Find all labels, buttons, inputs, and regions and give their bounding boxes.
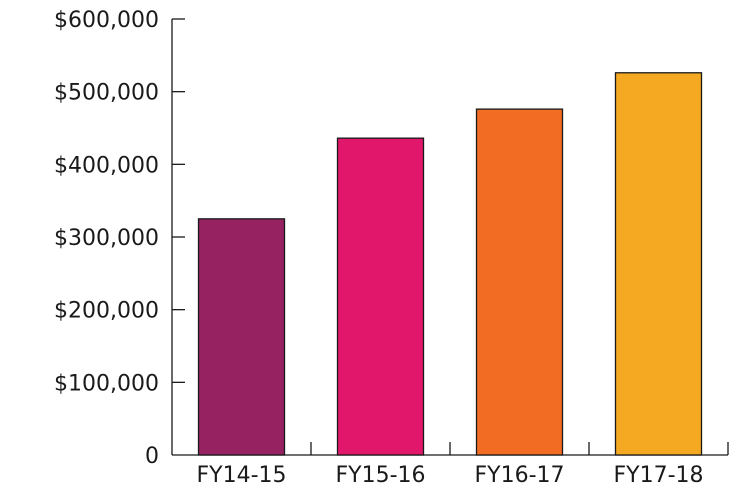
y-tick-label: $500,000 — [54, 81, 159, 106]
y-tick-label: $300,000 — [54, 226, 159, 251]
x-tick-label: FY14-15 — [196, 463, 286, 488]
x-tick-label: FY16-17 — [474, 463, 564, 488]
bar-fy17-18 — [614, 72, 703, 456]
y-axis: 0 $100,000 $200,000 $300,000 $400,000 $500,00… — [54, 8, 185, 469]
x-axis: FY14-15 FY15-16 FY16-17 FY17-18 — [172, 442, 729, 488]
bar-fy16-17 — [475, 108, 564, 456]
x-tick-label: FY15-16 — [335, 463, 425, 488]
bars — [197, 72, 703, 456]
y-tick-label: $200,000 — [54, 299, 159, 324]
y-tick-label: $400,000 — [54, 153, 159, 178]
bar-fy14-15 — [197, 218, 286, 456]
y-tick-label: $600,000 — [54, 8, 159, 33]
bar-fy15-16 — [336, 137, 425, 456]
y-tick-label: $100,000 — [54, 371, 159, 396]
y-tick-label: 0 — [145, 444, 159, 469]
x-tick-label: FY17-18 — [613, 463, 703, 488]
